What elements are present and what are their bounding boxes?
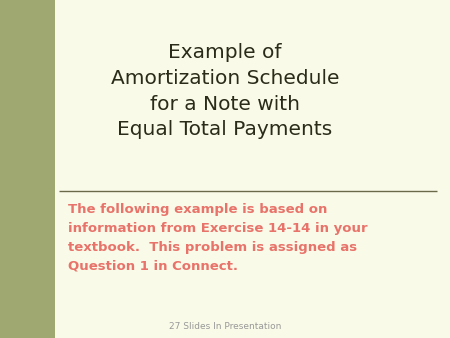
Bar bbox=[0, 0, 55, 338]
Text: Example of
Amortization Schedule
for a Note with
Equal Total Payments: Example of Amortization Schedule for a N… bbox=[111, 43, 339, 139]
Text: The following example is based on
information from Exercise 14-14 in your
textbo: The following example is based on inform… bbox=[68, 203, 368, 273]
Text: 27 Slides In Presentation: 27 Slides In Presentation bbox=[169, 322, 281, 331]
